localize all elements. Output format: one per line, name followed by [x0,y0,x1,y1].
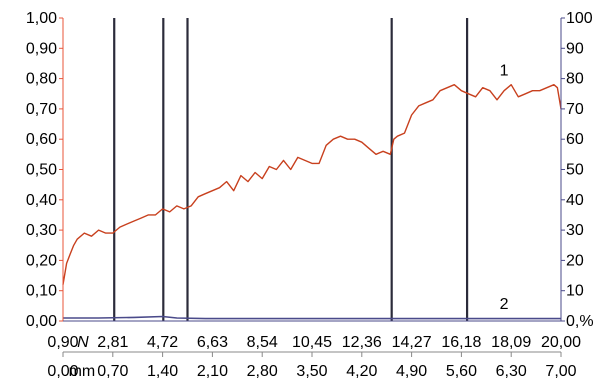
curve-label-2: 2 [500,296,509,313]
right-tick-label: 20 [566,252,584,269]
left-tick-label: 0,80 [26,71,57,88]
right-tick-label: 40 [566,192,584,209]
x-bottom-tick-label: 5,60 [446,363,477,380]
x-bottom-tick-label: 4,90 [396,363,427,380]
right-tick-label: 10 [566,283,584,300]
right-tick-label: 70 [566,101,584,118]
x-top-tick-label: 12,36 [342,334,382,351]
x-bottom-tick-label: 4,20 [346,363,377,380]
x-bottom-tick-label: 6,30 [496,363,527,380]
x-top-tick-label: 20,00 [541,334,581,351]
right-tick-label: 100 [566,10,593,27]
series-line-2 [63,315,561,320]
x-top-tick-label: 2,81 [97,334,128,351]
x-top-tick-label: 4,72 [147,334,178,351]
x-top-tick-label: 18,09 [491,334,531,351]
series-line-1 [62,83,562,285]
left-tick-label: 0,20 [26,252,57,269]
x-bottom-tick-label: 0,70 [97,363,128,380]
left-tick-label: 0,10 [26,283,57,300]
series-layer [62,83,562,320]
left-tick-label: 0,60 [26,131,57,148]
right-tick-label: 60 [566,131,584,148]
left-tick-label: 0,00 [26,313,57,330]
x-top-tick-label: 10,45 [292,334,332,351]
x-bottom-axis-unit: mm [69,363,96,380]
labels-layer: 0,00 0,10 0,20 0,30 0,40 0,50 0,60 0,70 0,80 0,90… [26,10,594,380]
vertical-markers [113,18,469,321]
left-tick-label: 1,00 [26,10,57,27]
x-top-tick-label: 8,54 [247,334,278,351]
x-bottom-tick-label: 7,00 [545,363,576,380]
right-tick-label: 90 [566,40,584,57]
curve-label-1: 1 [500,63,509,80]
left-tick-label: 0,50 [26,162,57,179]
right-tick-label: 30 [566,222,584,239]
x-bottom-tick-label: 2,80 [247,363,278,380]
x-top-tick-label: 14,27 [392,334,432,351]
x-bottom-tick-label: 1,40 [147,363,178,380]
right-tick-label: 50 [566,162,584,179]
right-tick-label: 80 [566,71,584,88]
left-tick-label: 0,70 [26,101,57,118]
x-bottom-tick-label: 0,00 [47,363,78,380]
x-top-tick-label: 0,90 [47,334,78,351]
x-top-axis-unit: N [77,334,89,351]
right-axis-unit: 0,% [566,313,594,330]
left-tick-label: 0,90 [26,40,57,57]
x-top-tick-label: 6,63 [197,334,228,351]
left-tick-label: 0,40 [26,192,57,209]
x-top-tick-label: 16,18 [441,334,481,351]
x-bottom-tick-label: 3,50 [296,363,327,380]
left-tick-label: 0,30 [26,222,57,239]
x-bottom-tick-label: 2,10 [197,363,228,380]
axes-layer [59,17,565,357]
